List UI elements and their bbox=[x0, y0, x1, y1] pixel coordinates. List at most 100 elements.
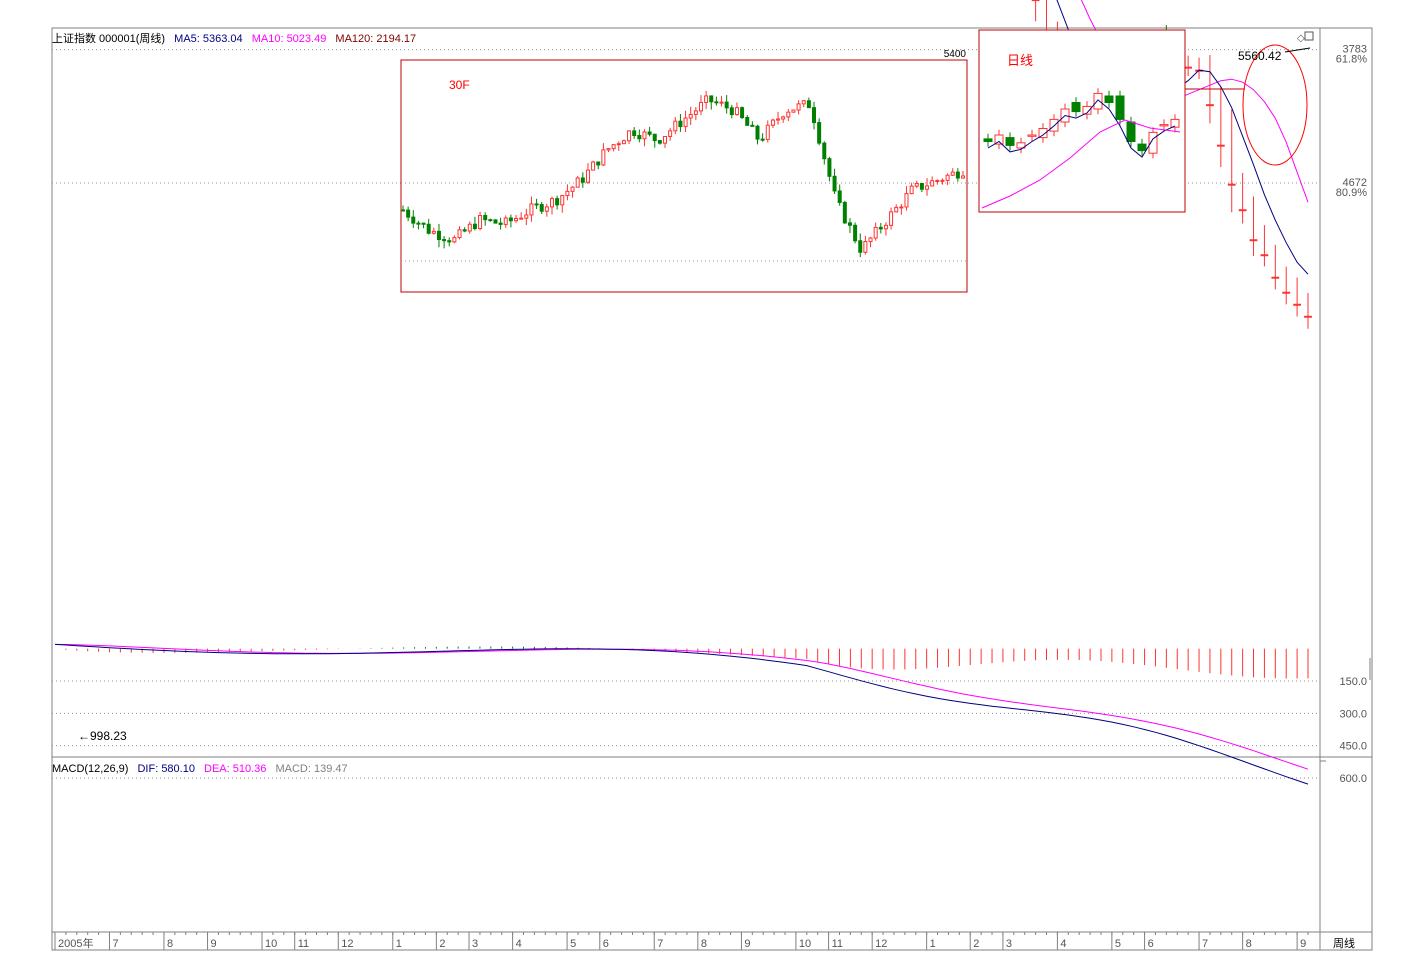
candle-body bbox=[1238, 209, 1247, 212]
inset-candle bbox=[611, 144, 616, 150]
inset-candle bbox=[478, 215, 483, 230]
inset-candle bbox=[606, 148, 611, 151]
time-label: 7 bbox=[112, 938, 118, 950]
inset-candle bbox=[719, 101, 724, 104]
inset-daily-candle bbox=[1071, 102, 1081, 113]
time-label: 9 bbox=[744, 938, 750, 950]
inset-candle bbox=[457, 229, 462, 239]
time-label: 11 bbox=[832, 938, 843, 950]
inset-candle bbox=[950, 171, 955, 176]
time-label: 9 bbox=[1300, 938, 1306, 950]
time-label: 2 bbox=[439, 938, 445, 950]
inset-candle bbox=[524, 214, 529, 219]
inset-candle bbox=[925, 185, 930, 190]
macd-tick-label: 450.0 bbox=[1339, 741, 1367, 753]
outer-frame bbox=[51, 27, 1373, 951]
time-label: 3 bbox=[472, 938, 478, 950]
inset-candle bbox=[935, 180, 940, 183]
time-label: 2 bbox=[973, 938, 979, 950]
inset-candle bbox=[411, 216, 416, 224]
inset-candle bbox=[955, 171, 960, 179]
inset-candle bbox=[832, 175, 837, 192]
inset-candle bbox=[817, 122, 822, 144]
inset-candle bbox=[447, 240, 452, 243]
inset-candle bbox=[868, 237, 873, 243]
candle-body bbox=[1293, 303, 1301, 306]
price-tick-label: 3783 bbox=[1343, 44, 1367, 56]
inset-candle bbox=[873, 226, 878, 239]
inset-candle bbox=[842, 201, 847, 224]
inset-candle bbox=[740, 107, 745, 119]
inset-candle bbox=[909, 185, 914, 195]
inset-candle bbox=[945, 174, 950, 181]
inset-candle bbox=[914, 183, 919, 187]
inset-candle bbox=[416, 222, 421, 225]
inset-candle bbox=[539, 204, 544, 212]
inset-candle bbox=[883, 224, 888, 230]
inset-candle bbox=[493, 219, 498, 224]
macd-header: MACD(12,26,9) DIF: 580.10 DEA: 510.36 MA… bbox=[52, 763, 354, 775]
main-header: 上证指数 000001(周线) MA5: 5363.04 MA10: 5023.… bbox=[52, 30, 422, 46]
inset-daily-candle bbox=[994, 134, 1004, 145]
inset-candle bbox=[503, 217, 508, 225]
low-label: ←998.23 bbox=[78, 729, 127, 743]
fib-pct-label: 80.9% bbox=[1336, 187, 1367, 199]
inset-candle bbox=[791, 109, 796, 113]
inset-daily bbox=[978, 29, 1186, 213]
candle-body bbox=[1304, 315, 1312, 318]
inset-candle bbox=[724, 101, 729, 109]
inset-candle bbox=[498, 222, 503, 225]
inset-candle bbox=[663, 135, 668, 144]
dif-label: DIF: 580.10 bbox=[137, 763, 195, 775]
ma120-label: MA120: 2194.17 bbox=[335, 33, 417, 45]
inset-daily-candle bbox=[1148, 131, 1158, 154]
inset-candle bbox=[565, 190, 570, 197]
macd-histogram bbox=[65, 646, 1309, 679]
time-label: 12 bbox=[875, 938, 887, 950]
inset-candle bbox=[534, 203, 539, 206]
candle-body bbox=[1260, 254, 1269, 257]
inset-candle bbox=[812, 107, 817, 124]
inset-candle bbox=[452, 237, 457, 243]
inset-candle bbox=[544, 206, 549, 212]
inset-candle bbox=[488, 219, 493, 222]
candle-body bbox=[1271, 276, 1280, 279]
inset-daily-candle bbox=[1005, 137, 1015, 146]
inset-candle bbox=[781, 116, 786, 120]
inset-daily-frame bbox=[978, 29, 1186, 213]
time-label: 7 bbox=[657, 938, 663, 950]
inset-candle bbox=[616, 143, 621, 146]
inset-candle bbox=[436, 230, 441, 241]
inset-candle bbox=[734, 107, 739, 116]
inset-candle bbox=[555, 198, 560, 206]
inset-candle bbox=[560, 195, 565, 206]
inset-daily-candle bbox=[1082, 105, 1092, 115]
macd-value-label: MACD: 139.47 bbox=[275, 763, 348, 775]
inset-candle bbox=[678, 120, 683, 128]
inset-daily-candle bbox=[1038, 128, 1048, 139]
inset-candle bbox=[894, 206, 899, 213]
inset-daily-candle bbox=[1159, 124, 1169, 127]
inset-candle bbox=[796, 103, 801, 111]
candle-body bbox=[1206, 104, 1214, 107]
inset-candle bbox=[776, 118, 781, 121]
inset-candle bbox=[704, 95, 709, 103]
inset-candle bbox=[889, 211, 894, 226]
inset-candle bbox=[858, 240, 863, 253]
inset-candle bbox=[596, 161, 601, 166]
inset-candle bbox=[601, 149, 606, 166]
inset-candle bbox=[529, 203, 534, 216]
inset-daily-candle bbox=[1016, 142, 1026, 149]
inset-30f bbox=[400, 59, 968, 293]
inset-candle bbox=[837, 190, 842, 203]
inset-candle bbox=[406, 209, 411, 218]
inset-candle bbox=[627, 130, 632, 142]
time-label: 9 bbox=[211, 938, 217, 950]
time-label: 10 bbox=[799, 938, 811, 950]
candle-body bbox=[1031, 0, 1040, 2]
time-label: 12 bbox=[341, 938, 353, 950]
peak-highlight-circle bbox=[1242, 44, 1308, 166]
clipped-label: 5400 bbox=[944, 49, 967, 60]
inset-candle bbox=[467, 223, 472, 232]
